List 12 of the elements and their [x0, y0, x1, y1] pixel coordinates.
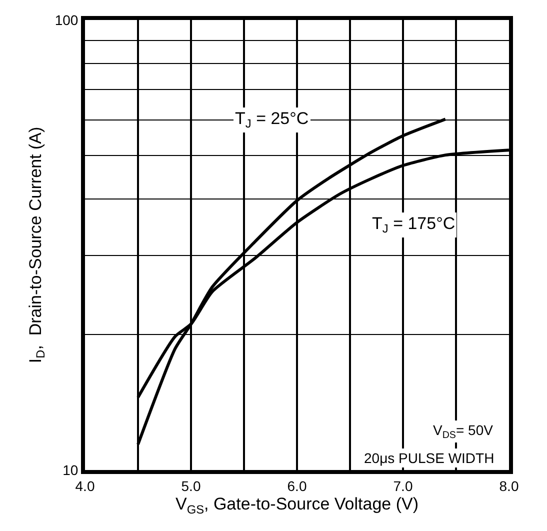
x-tick-label: 4.0: [75, 478, 95, 494]
y-tick-label: 10: [62, 462, 78, 478]
annotation: T$_{J}$ = 25°C: [235, 109, 309, 131]
annotation: T$_{J}$ = 175°C: [372, 214, 456, 236]
x-tick-label: 5.0: [181, 478, 201, 494]
y-tick-label: 100: [54, 12, 78, 28]
x-tick-label: 8.0: [499, 478, 519, 494]
annotation: V$_{DS}$= 50V: [433, 422, 494, 441]
x-tick-label: 7.0: [393, 478, 413, 494]
annotation: 20μs PULSE WIDTH: [364, 450, 494, 466]
x-tick-label: 6.0: [287, 478, 307, 494]
x-axis-title: V$_{GS}$, Gate-to-Source Voltage (V): [175, 494, 419, 516]
